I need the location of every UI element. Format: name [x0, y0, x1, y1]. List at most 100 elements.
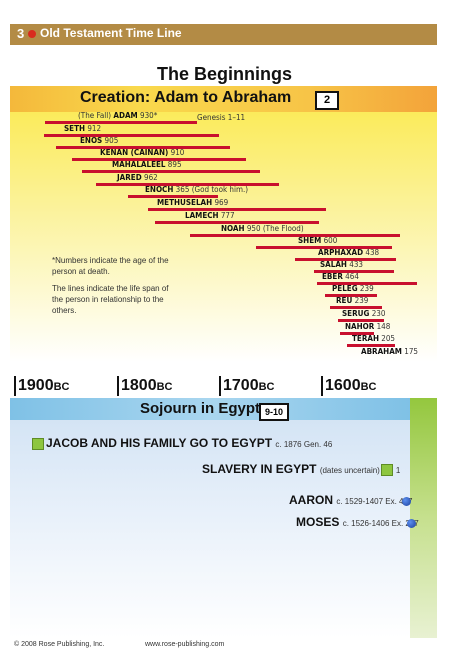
patriarch-age: 905: [104, 136, 119, 145]
year-era: BC: [156, 381, 173, 393]
patriarch-age: 433: [349, 260, 363, 269]
lifespan-line: [128, 195, 218, 198]
patriarch-age: 962: [143, 173, 158, 182]
blue-dot-icon: [402, 497, 411, 506]
patriarch-label: KENAN (CAINAN) 910: [100, 148, 184, 157]
patriarch-label: SALAH 433: [320, 260, 363, 269]
patriarch-label: NOAH 950 (The Flood): [221, 224, 304, 233]
patriarch-label: NAHOR 148: [345, 322, 390, 331]
page-number: 3: [17, 26, 25, 41]
lifespan-line: [317, 282, 417, 285]
year-label: 1700BC: [223, 377, 274, 395]
patriarch-label: SERUG 230: [342, 309, 385, 318]
lifespan-line: [330, 306, 382, 309]
event-label: MOSES: [296, 515, 340, 529]
sojourn-title-band: [10, 398, 410, 420]
patriarch-name: NAHOR: [345, 322, 375, 331]
year-era: BC: [53, 381, 70, 393]
year-number: 1700: [223, 377, 259, 394]
lifespan-line: [148, 208, 326, 211]
patriarch-name: KENAN (CAINAN): [100, 148, 169, 157]
patriarch-label: ABRAHAM 175: [361, 347, 418, 356]
lifespan-line: [155, 221, 319, 224]
event-label: JACOB AND HIS FAMILY GO TO EGYPT: [46, 436, 273, 450]
creation-title: Creation: Adam to Abraham: [80, 89, 292, 106]
year-label: 1600BC: [325, 377, 376, 395]
year-number: 1600: [325, 377, 361, 394]
patriarch-age: 175: [404, 347, 418, 356]
year-era: BC: [258, 381, 275, 393]
lifespan-line: [256, 246, 392, 249]
patriarch-note: (God took him.): [191, 185, 249, 194]
page-title: The Beginnings: [157, 64, 292, 84]
bullet-dot-icon: [28, 30, 36, 38]
patriarch-age: 600: [323, 236, 338, 245]
patriarch-label: METHUSELAH 969: [157, 198, 228, 207]
patriarch-name: ENOCH: [145, 185, 174, 194]
event-slavery: SLAVERY IN EGYPT (dates uncertain) Ex. 1: [202, 462, 400, 476]
lifespan-line: [45, 121, 197, 124]
patriarch-name: ABRAHAM: [361, 347, 402, 356]
sojourn-chapter-badge: 9-10: [259, 403, 289, 421]
patriarch-label: MAHALALEEL 895: [112, 160, 182, 169]
copyright: © 2008 Rose Publishing, Inc.: [14, 641, 105, 648]
lifespan-line: [82, 170, 260, 173]
creation-title-band: [10, 86, 437, 112]
timeline-tick: [117, 376, 119, 396]
patriarch-age: 239: [354, 296, 369, 305]
timeline-tick: [321, 376, 323, 396]
lifespan-line: [325, 294, 377, 297]
header-bar: [10, 24, 437, 45]
lifespan-line: [314, 270, 394, 273]
event-jacob: JACOB AND HIS FAMILY GO TO EGYPT c. 1876…: [46, 436, 332, 450]
year-number: 1900: [18, 377, 54, 394]
note-lines: The lines indicate the life span of the …: [52, 284, 169, 315]
patriarch-name: SETH: [64, 124, 86, 133]
patriarch-label: ENOS 905: [80, 136, 118, 145]
patriarch-label: PELEG 239: [332, 284, 374, 293]
year-number: 1800: [121, 377, 157, 394]
patriarch-label: (The Fall) ADAM 930*: [78, 111, 157, 120]
lifespan-line: [347, 344, 395, 347]
blue-dot-icon: [407, 519, 416, 528]
header-title: Old Testament Time Line: [40, 26, 182, 40]
patriarch-name: ENOS: [80, 136, 103, 145]
event-detail: c. 1529-1407 Ex. 4–7: [336, 497, 413, 506]
genesis-reference: Genesis 1–11: [197, 113, 246, 122]
green-square-icon: [32, 438, 44, 450]
patriarch-name: JARED: [117, 173, 142, 182]
sojourn-panel: [10, 398, 437, 638]
patriarch-label: REU 239: [336, 296, 368, 305]
year-era: BC: [360, 381, 377, 393]
green-square-icon: [381, 464, 393, 476]
patriarch-label: LAMECH 777: [185, 211, 235, 220]
patriarch-label: ENOCH 365 (God took him.): [145, 185, 248, 194]
patriarch-age: 912: [87, 124, 102, 133]
patriarch-age: 969: [214, 198, 229, 207]
sojourn-title: Sojourn in Egypt: [140, 400, 260, 417]
patriarch-age: 895: [167, 160, 182, 169]
patriarch-name: PELEG: [332, 284, 358, 293]
patriarch-age: 438: [365, 248, 380, 257]
patriarch-label: ARPHAXAD 438: [318, 248, 379, 257]
lifespan-line: [340, 332, 374, 335]
lifespan-line: [44, 134, 219, 137]
patriarch-name: SALAH: [320, 260, 347, 269]
event-detail: (dates uncertain) Ex. 1: [319, 466, 401, 475]
patriarch-name: REU: [336, 296, 353, 305]
patriarch-age: 930*: [139, 111, 158, 120]
event-label: AARON: [289, 493, 333, 507]
event-aaron: AARON c. 1529-1407 Ex. 4–7: [289, 493, 412, 507]
patriarch-name: SERUG: [342, 309, 370, 318]
note-ages: *Numbers indicate the age of the person …: [52, 256, 169, 276]
patriarch-label: JARED 962: [117, 173, 158, 182]
patriarch-name: ARPHAXAD: [318, 248, 364, 257]
lifespan-line: [56, 146, 230, 149]
creation-chapter-badge: 2: [315, 91, 339, 110]
patriarch-label: TERAH 205: [352, 334, 395, 343]
timeline-tick: [219, 376, 221, 396]
patriarch-name: LAMECH: [185, 211, 219, 220]
next-era-strip: [410, 398, 437, 638]
patriarch-age: 239: [359, 284, 374, 293]
event-detail: c. 1526-1406 Ex. 2–7: [342, 519, 419, 528]
